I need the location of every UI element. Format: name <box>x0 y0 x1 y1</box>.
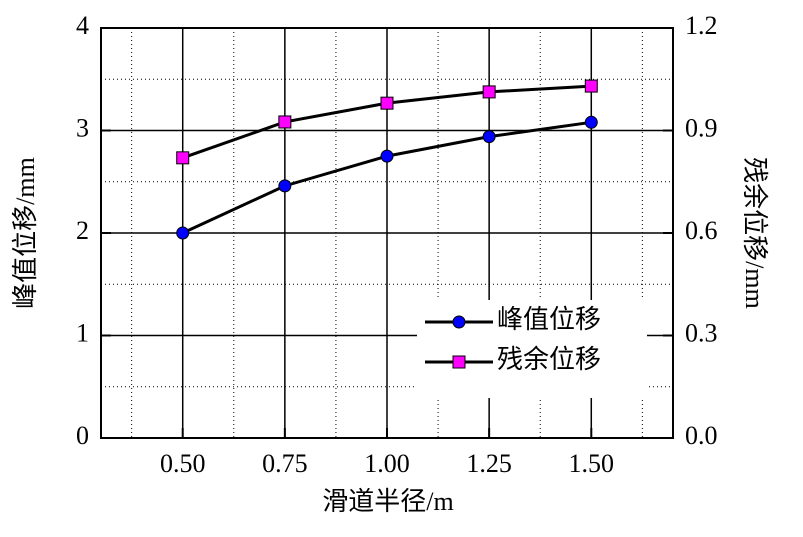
x-tick-label: 1.00 <box>364 449 410 478</box>
point <box>584 79 598 93</box>
legend-marker <box>452 315 466 329</box>
plot-frame <box>100 27 674 439</box>
y2-tick-label: 0.3 <box>685 318 718 347</box>
y-tick-label: 2 <box>76 216 89 245</box>
x-tick-label: 0.75 <box>262 449 308 478</box>
y2-tick-label: 1.2 <box>685 11 718 40</box>
point <box>482 130 496 144</box>
y-tick-label: 0 <box>76 421 89 450</box>
point <box>380 149 394 163</box>
point <box>482 85 496 99</box>
y2-axis-label: 残余位移/mm <box>740 157 769 309</box>
legend-box <box>417 300 647 398</box>
point <box>176 226 190 240</box>
y2-tick-label: 0.0 <box>685 421 718 450</box>
x-tick-label: 1.25 <box>466 449 512 478</box>
x-axis-label: 滑道半径/m <box>322 487 453 516</box>
point <box>176 151 190 165</box>
point <box>584 115 598 129</box>
point <box>278 115 292 129</box>
y2-tick-label: 0.9 <box>685 113 718 142</box>
x-tick-label: 1.50 <box>569 449 615 478</box>
point <box>278 179 292 193</box>
point <box>380 96 394 110</box>
y-axis-label: 峰值位移/mm <box>11 157 40 309</box>
y-tick-label: 4 <box>76 11 89 40</box>
y-tick-label: 1 <box>76 318 89 347</box>
legend-label: 残余位移 <box>497 345 601 374</box>
y-tick-label: 3 <box>76 113 89 142</box>
legend-marker <box>452 355 466 369</box>
x-tick-label: 0.50 <box>160 449 206 478</box>
legend-label: 峰值位移 <box>497 305 601 334</box>
y2-tick-label: 0.6 <box>685 216 718 245</box>
